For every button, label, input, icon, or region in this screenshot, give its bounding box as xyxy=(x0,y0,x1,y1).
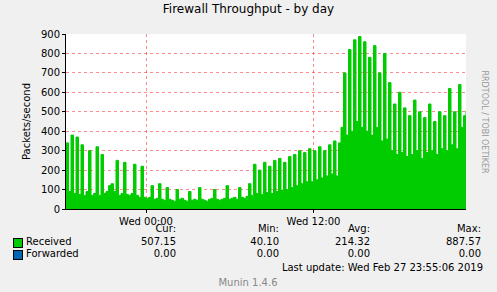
svg-text:700: 700 xyxy=(41,67,60,78)
svg-text:Firewall Throughput - by day: Firewall Throughput - by day xyxy=(163,2,334,16)
svg-text:100: 100 xyxy=(41,184,60,195)
svg-text:800: 800 xyxy=(41,48,60,59)
svg-text:900: 900 xyxy=(41,29,60,40)
svg-text:300: 300 xyxy=(41,145,60,156)
svg-text:Packets/second: Packets/second xyxy=(21,83,32,160)
svg-text:0: 0 xyxy=(54,204,60,215)
svg-text:600: 600 xyxy=(41,87,60,98)
svg-text:200: 200 xyxy=(41,165,60,176)
svg-text:Wed 12:00: Wed 12:00 xyxy=(287,216,341,227)
svg-text:RRDTOOL / TOBI OETIKER: RRDTOOL / TOBI OETIKER xyxy=(480,71,489,174)
svg-text:400: 400 xyxy=(41,126,60,137)
svg-text:500: 500 xyxy=(41,106,60,117)
